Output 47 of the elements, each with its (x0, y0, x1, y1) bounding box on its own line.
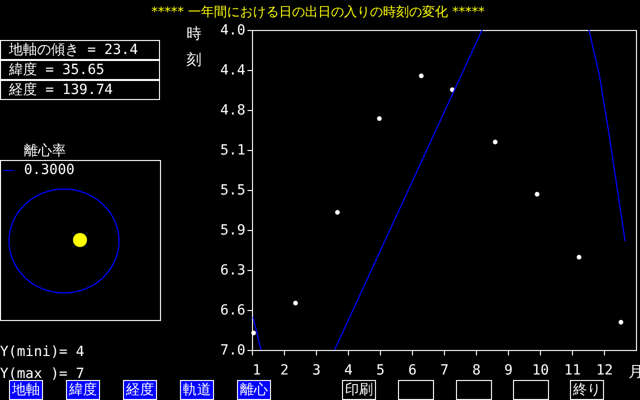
text: 離心 (237, 380, 271, 400)
text: 離心率 (24, 142, 66, 160)
text: 地軸 (9, 380, 43, 400)
text: 印刷 (342, 380, 376, 400)
x-tick-label: 1 (252, 362, 261, 378)
point (492, 140, 498, 144)
y-tick-label: 7.0 (220, 342, 246, 358)
text: 緯度 = 35.65 (0, 60, 160, 80)
point (335, 210, 340, 215)
point (293, 300, 298, 306)
x-tick-label: 7 (440, 362, 449, 378)
text: Y(mini)= 4 (0, 343, 84, 361)
x-tick-label: 3 (312, 362, 321, 378)
text: 経度 (123, 380, 157, 400)
y-tick-label: 5.5 (220, 182, 246, 198)
text: 緯度 (66, 380, 100, 400)
point (377, 116, 382, 121)
chart-title: ***** 一年間における日の出日の入りの時刻の変化 ***** (151, 4, 486, 20)
point (618, 320, 624, 325)
text: 軌道 (180, 380, 214, 400)
text: 経度 = 139.74 (0, 80, 160, 100)
point (251, 330, 256, 336)
x-tick-label: 8 (472, 362, 481, 378)
x-tick-label: 4 (344, 362, 353, 378)
x-axis-title: 月 (628, 362, 640, 380)
y-tick-label: 4.8 (220, 102, 246, 118)
x-tick-label: 10 (532, 362, 549, 378)
y-tick-label: 6.6 (220, 302, 246, 318)
text: 終り (570, 380, 604, 400)
point (576, 254, 582, 260)
x-tick-label: 9 (504, 362, 513, 378)
point (534, 192, 540, 197)
text: 地軸の傾き = 23.4 (0, 40, 160, 60)
text: Y(max )= 7 (0, 365, 84, 382)
x-tick-label: 6 (408, 362, 417, 378)
y-tick-label: 5.9 (220, 222, 246, 238)
text: 0.3000 (24, 161, 75, 179)
y-tick-label: 6.3 (220, 262, 246, 278)
y-tick-label: 5.1 (220, 142, 246, 158)
y-tick-label: 4.4 (220, 62, 246, 78)
y-axis-title: 時刻 (186, 24, 202, 68)
x-tick-label: 2 (280, 362, 289, 378)
x-tick-label: 5 (376, 362, 385, 378)
x-tick-label: 12 (596, 362, 613, 378)
point (418, 74, 424, 78)
y-tick-label: 4.0 (220, 22, 246, 38)
x-tick-label: 11 (564, 362, 581, 378)
